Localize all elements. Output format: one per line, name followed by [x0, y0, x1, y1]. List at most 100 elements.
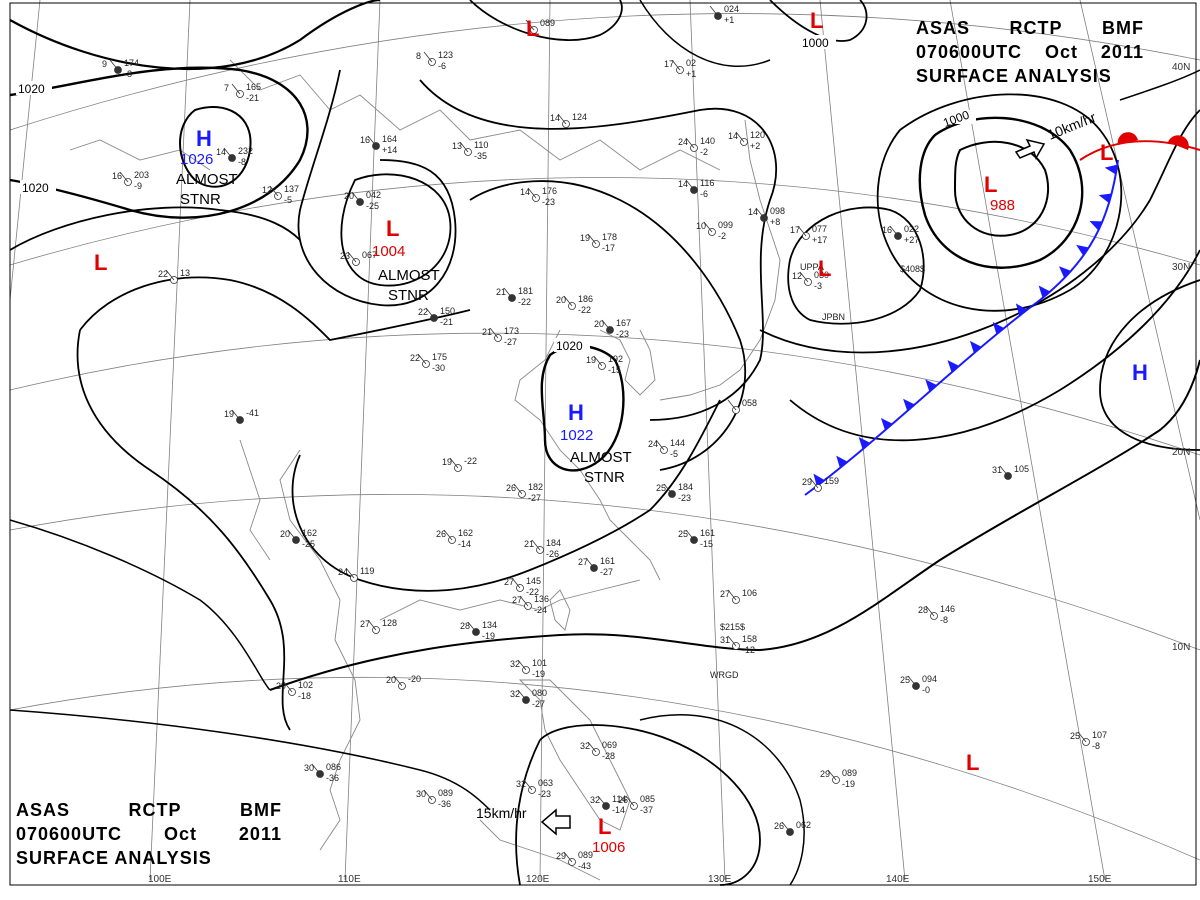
station-plot: 29 089-43: [556, 850, 593, 871]
station-pressure: 022: [904, 224, 919, 234]
station-plot: 14 098+8: [748, 206, 785, 227]
wind-barb-icon: [563, 295, 573, 307]
wind-barb-icon: [351, 191, 361, 203]
station-pressure: 162: [302, 528, 317, 538]
wind-barb-icon: [517, 689, 527, 701]
station-temperature: 25: [900, 675, 910, 685]
station-temperature: 19: [586, 355, 596, 365]
wind-barb-icon: [601, 319, 611, 331]
station-tendency: +1: [686, 69, 696, 79]
station-pressure: 069: [602, 740, 617, 750]
wind-barb-icon: [809, 477, 819, 489]
wind-barb-icon: [367, 619, 377, 631]
station-tendency: -14: [458, 539, 471, 549]
station-plot: 24 144-5: [648, 438, 685, 459]
station-plot: 14 120+2: [728, 130, 765, 151]
station-tendency: -23: [616, 329, 629, 339]
isobar-south-1: [9, 709, 491, 811]
isobar-top-mid: [639, 0, 771, 68]
wind-barb-icon: [119, 171, 129, 183]
isobar-philippines-west: [515, 739, 541, 886]
header-product: ASAS: [16, 800, 71, 820]
station-tendency: -23: [678, 493, 691, 503]
station-temperature: 25: [656, 483, 666, 493]
low-philippines-value: 1006: [592, 839, 625, 856]
station-temperature: 27: [512, 595, 522, 605]
isobar-label-1020-nw: 1020: [18, 82, 45, 96]
high-nw-letter: H: [196, 126, 212, 151]
cold-front-barb: [903, 398, 915, 412]
station-temperature: 29: [556, 851, 566, 861]
station-temperature: 26: [506, 483, 516, 493]
isobar-top-low: [469, 0, 623, 41]
isobar-west-3: [9, 519, 271, 691]
station-tendency: -19: [482, 631, 495, 641]
station-temperature: 31: [992, 465, 1002, 475]
isobar-east-2: [789, 249, 1200, 442]
station-tendency: -8: [124, 69, 132, 79]
isobar-1020-nw: [9, 66, 309, 219]
station-pressure: 089: [842, 768, 857, 778]
station-pressure: 173: [504, 326, 519, 336]
station-pressure: 077: [812, 224, 827, 234]
station-temperature: 28: [460, 621, 470, 631]
cold-front-barb: [1058, 266, 1072, 279]
station-tendency: -6: [700, 189, 708, 199]
lon-label-150e: 150E: [1088, 874, 1112, 885]
header-line-2: 070600UTC Oct 2011: [916, 40, 1144, 64]
station-id: JPBN: [822, 312, 845, 322]
station-pressure: 105: [1014, 464, 1029, 474]
wind-barb-icon: [283, 681, 293, 693]
station-plot: 25 161-15: [678, 528, 715, 549]
wind-barb-icon: [467, 621, 477, 633]
station-plot: 14 232-8: [216, 146, 253, 167]
station-pressure: 181: [518, 286, 533, 296]
wind-barb-icon: [269, 185, 279, 197]
cold-front-barb: [1076, 244, 1089, 256]
station-pressure: 063: [538, 778, 553, 788]
station-temperature: 14: [728, 131, 738, 141]
station-plot: 23 067: [340, 250, 377, 266]
station-plot: 19 192-15: [586, 354, 623, 375]
header-line-2: 070600UTC Oct 2011: [16, 822, 282, 846]
station-plot: 30 086-36: [304, 762, 341, 783]
station-plot: 24 140-2: [678, 136, 715, 157]
wind-barb-icon: [597, 795, 607, 807]
station-pressure: 042: [366, 190, 381, 200]
station-plot: 19 -22: [442, 456, 477, 472]
station-tendency: -14: [612, 805, 625, 815]
wind-barb-icon: [459, 141, 469, 153]
isobar-pacific-inner: [953, 140, 1050, 237]
station-plot: 16 022+27: [882, 224, 919, 245]
wind-barb-icon: [519, 595, 529, 607]
isobar-mongolia-inner: [340, 173, 452, 287]
station-tendency: -5: [670, 449, 678, 459]
station-id: $215$: [720, 622, 745, 632]
station-plot: 20 162-25: [280, 528, 317, 549]
isobar-label-1000-top: 1000: [802, 36, 829, 50]
isobar-labels: 1020 1020 1020 1000 1000: [16, 35, 976, 353]
station-temperature: 31: [720, 635, 730, 645]
station-tendency: -18: [298, 691, 311, 701]
station-pressure: 119: [360, 566, 374, 576]
lon-label-110e: 110E: [338, 874, 361, 885]
wind-barb-icon: [797, 225, 807, 237]
wind-barb-icon: [231, 409, 241, 421]
station-temperature: 8: [416, 51, 421, 61]
almost-stnr-1-line1: ALMOST: [176, 171, 238, 188]
station-plot: 28 146-8: [918, 604, 955, 625]
station-pressure: 114: [612, 794, 626, 804]
station-temperature: 32: [510, 689, 520, 699]
station-pressure: 162: [458, 528, 473, 538]
isobar-east-top: [1119, 69, 1200, 101]
station-plot: 14 176-23: [520, 186, 557, 207]
low-philippines-letter: L: [598, 814, 611, 839]
lat-line-0: [9, 676, 1200, 861]
lon-line-90e: [9, 0, 41, 301]
low-south-east-letter: L: [966, 750, 979, 775]
station-tendency: -19: [532, 669, 545, 679]
station-pressure: 137: [284, 184, 299, 194]
grid-labels: 100E 110E 120E 130E 140E 150E 40N 30N 20…: [148, 62, 1190, 885]
station-pressure: 176: [542, 186, 557, 196]
